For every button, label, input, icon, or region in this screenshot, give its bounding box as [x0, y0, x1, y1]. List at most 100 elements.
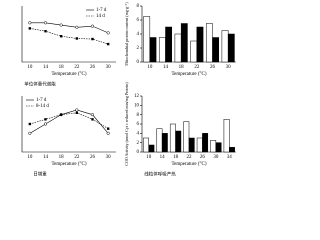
- bar: [190, 40, 198, 63]
- point: [59, 113, 63, 116]
- point: [75, 37, 79, 40]
- bar: [148, 144, 155, 153]
- bar: [196, 137, 203, 153]
- point: [59, 23, 63, 27]
- x-tick-label: 14: [163, 65, 169, 70]
- x-tick-label: 26: [210, 65, 216, 70]
- point: [28, 122, 32, 126]
- bar: [143, 137, 149, 153]
- line: [29, 22, 109, 34]
- legend-label: 14 d: [96, 14, 105, 19]
- bar: [165, 26, 173, 63]
- y-tick-label: 0: [137, 150, 140, 155]
- legend-label: 1-7 d: [96, 8, 107, 13]
- x-axis-label: Temperature (°C): [171, 72, 206, 77]
- point: [59, 35, 63, 38]
- bar: [210, 140, 217, 153]
- point: [28, 21, 32, 25]
- point: [106, 127, 110, 130]
- y-tick-label: 0: [137, 60, 140, 65]
- point: [90, 24, 95, 28]
- axis: [21, 6, 116, 63]
- bar: [229, 147, 235, 153]
- x-tick-label: 18: [59, 155, 65, 160]
- x-tick-label: 26: [90, 65, 96, 70]
- bar: [161, 133, 168, 153]
- y-tick-label: 8: [137, 113, 140, 118]
- y-tick-label: 10: [134, 103, 140, 108]
- point: [75, 25, 79, 29]
- line: [29, 112, 109, 129]
- point: [106, 31, 110, 35]
- x-tick-label: 30: [226, 65, 232, 70]
- bar: [227, 33, 235, 63]
- bar: [221, 30, 229, 63]
- caption: 日增重: [33, 171, 47, 178]
- x-tick-label: 10: [146, 155, 152, 160]
- axis: [21, 96, 116, 153]
- bar: [215, 142, 222, 153]
- point: [106, 131, 110, 135]
- y-tick-label: 6: [137, 18, 140, 23]
- bar: [223, 119, 230, 153]
- legend-label: 1-7 d: [36, 98, 47, 103]
- x-axis-label: Temperature (°C): [51, 162, 86, 167]
- x-tick-label: 26: [90, 155, 96, 160]
- point: [90, 113, 95, 117]
- x-tick-label: 14: [43, 155, 49, 160]
- y-axis-label: Mitochondrial protein content (mg·g⁻¹): [124, 2, 129, 66]
- x-tick-label: 22: [74, 155, 80, 160]
- x-tick-label: 18: [173, 155, 179, 160]
- point: [75, 108, 79, 112]
- x-tick-label: 18: [59, 65, 65, 70]
- bar: [169, 123, 176, 153]
- bar: [205, 23, 213, 63]
- bar: [143, 16, 151, 63]
- bar: [196, 26, 204, 63]
- caption: 单位体重代谢能: [24, 81, 56, 88]
- x-tick-label: 30: [106, 65, 112, 70]
- point: [43, 21, 48, 25]
- bar: [149, 37, 157, 63]
- bar: [180, 23, 188, 63]
- legend-label: 8-14 d: [36, 104, 49, 109]
- x-tick-label: 10: [27, 155, 33, 160]
- point: [43, 122, 48, 126]
- line: [29, 28, 109, 45]
- y-tick-label: 12: [134, 94, 140, 99]
- bar: [212, 37, 220, 63]
- x-tick-label: 30: [106, 155, 112, 160]
- y-tick-label: 4: [137, 131, 140, 136]
- y-tick-label: 2: [137, 46, 140, 51]
- line: [29, 109, 109, 134]
- x-tick-label: 10: [147, 65, 153, 70]
- caption: 线粒体呼吸产热: [144, 171, 176, 178]
- point: [28, 27, 32, 30]
- x-tick-label: 14: [43, 65, 49, 70]
- x-tick-label: 22: [194, 65, 200, 70]
- x-tick-label: 34: [227, 155, 233, 160]
- y-tick-label: 2: [137, 141, 140, 146]
- point: [28, 131, 32, 135]
- y-tick-label: 4: [137, 32, 140, 37]
- x-tick-label: 22: [187, 155, 193, 160]
- bar: [174, 33, 182, 63]
- bar: [175, 130, 182, 153]
- point: [75, 111, 79, 114]
- point: [91, 118, 94, 121]
- point: [106, 42, 110, 46]
- x-tick-label: 26: [200, 155, 206, 160]
- x-tick-label: 18: [179, 65, 185, 70]
- y-tick-label: 6: [137, 122, 140, 127]
- bar: [202, 133, 209, 153]
- x-axis-label: Temperature (°C): [171, 162, 206, 167]
- y-tick-label: 8: [137, 4, 140, 9]
- x-axis-label: Temperature (°C): [51, 72, 86, 77]
- bar: [158, 37, 166, 63]
- x-tick-label: 14: [160, 155, 166, 160]
- point: [44, 30, 47, 33]
- point: [44, 118, 47, 121]
- bar: [156, 128, 163, 153]
- bar: [188, 137, 195, 153]
- x-tick-label: 22: [74, 65, 80, 70]
